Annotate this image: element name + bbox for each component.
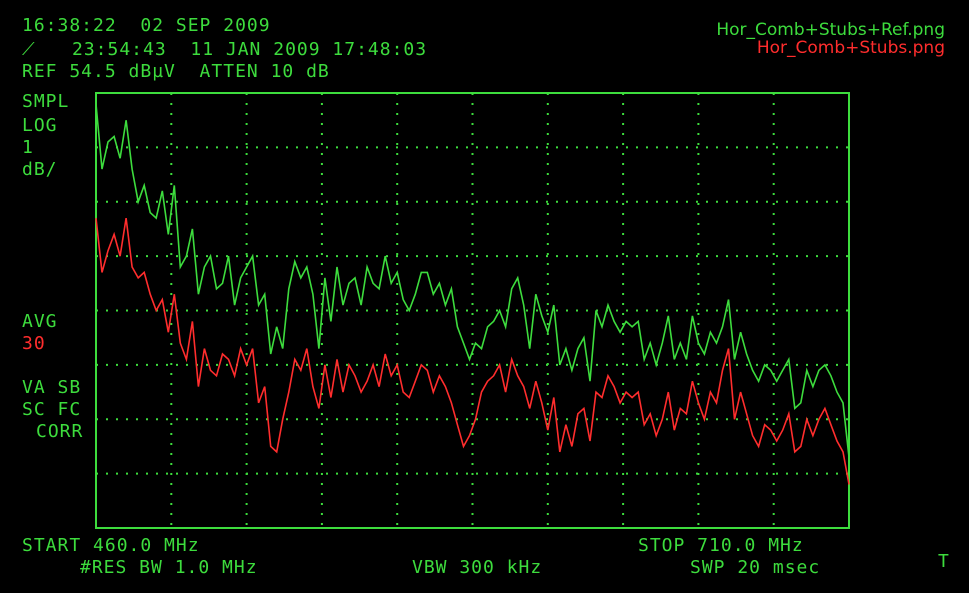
flags-line-2: SC FC — [22, 399, 82, 420]
avg-label: AVG — [22, 311, 58, 332]
sweep-time: SWP 20 msec — [690, 557, 821, 578]
stop-frequency: STOP 710.0 MHz — [638, 535, 804, 556]
video-bandwidth: VBW 300 kHz — [412, 557, 543, 578]
plot-frame — [95, 92, 850, 529]
avg-value: 30 — [22, 333, 46, 354]
trace-hor-comb-stubs-ref — [95, 103, 850, 458]
scale-value: 1 — [22, 137, 34, 158]
start-frequency: START 460.0 MHz — [22, 535, 200, 556]
resolution-bandwidth: #RES BW 1.0 MHz — [80, 557, 258, 578]
recall-timestamp: 23:54:43 11 JAN 2009 17:48:03 — [72, 39, 428, 60]
ref-level-line: REF 54.5 dBµV ATTEN 10 dB — [22, 61, 330, 82]
clock-line: 16:38:22 02 SEP 2009 — [22, 15, 271, 36]
flags-line-3: CORR — [36, 421, 84, 442]
scale-type: LOG — [22, 115, 58, 136]
red-trace-filename: Hor_Comb+Stubs.png — [756, 38, 945, 58]
green-trace-filename: Hor_Comb+Stubs+Ref.png — [716, 20, 945, 40]
recall-icon: ⟋ — [22, 39, 36, 60]
graticule — [96, 93, 849, 528]
detector-mode: SMPL — [22, 91, 70, 112]
scale-unit: dB/ — [22, 159, 58, 180]
flags-line-1: VA SB — [22, 377, 82, 398]
trace-hor-comb-stubs — [95, 217, 850, 485]
trigger-marker: T — [938, 551, 950, 572]
